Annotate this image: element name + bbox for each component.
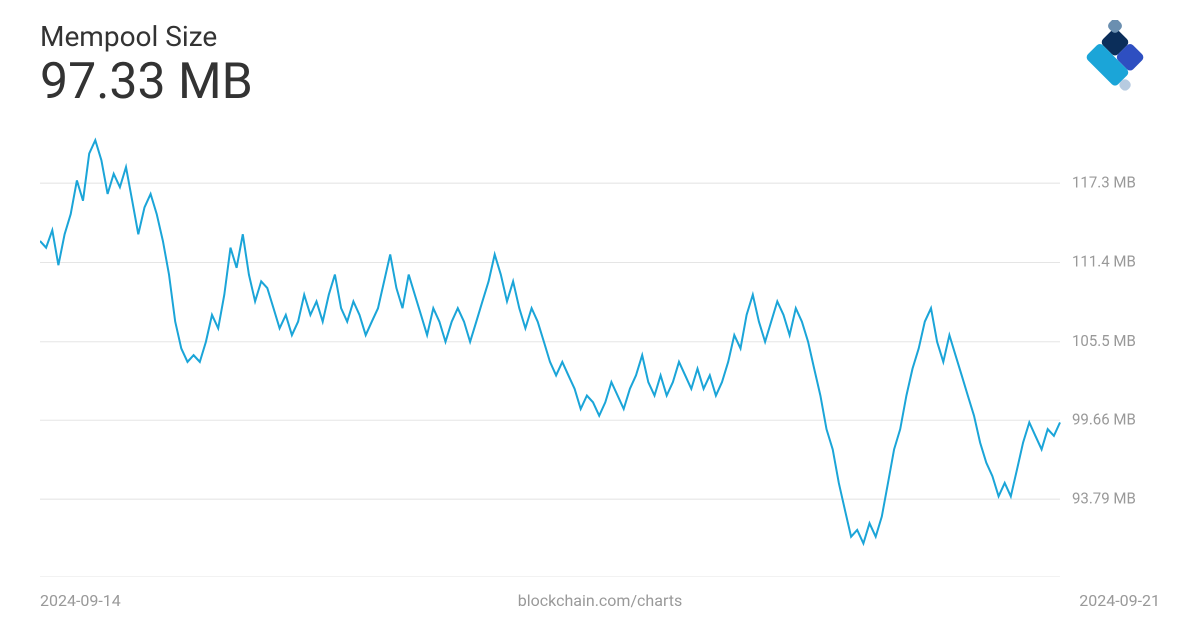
blockchain-logo-icon <box>1070 20 1160 100</box>
y-axis-label: 117.3 MB <box>1072 173 1136 192</box>
header: Mempool Size 97.33 MB <box>40 20 1160 110</box>
y-axis-label: 93.79 MB <box>1072 489 1136 508</box>
source-label: blockchain.com/charts <box>518 591 683 610</box>
y-axis-label: 105.5 MB <box>1072 332 1136 351</box>
x-start-date: 2024-09-14 <box>40 591 121 610</box>
chart-value: 97.33 MB <box>40 55 253 110</box>
x-end-date: 2024-09-21 <box>1079 591 1160 610</box>
chart-footer: 2024-09-14 blockchain.com/charts 2024-09… <box>40 577 1160 630</box>
line-chart: 117.3 MB 111.4 MB 105.5 MB 99.66 MB 93.79 MB <box>40 120 1160 577</box>
y-axis-label: 99.66 MB <box>1072 410 1136 429</box>
chart-title: Mempool Size <box>40 20 253 53</box>
y-axis-label: 111.4 MB <box>1072 252 1136 271</box>
